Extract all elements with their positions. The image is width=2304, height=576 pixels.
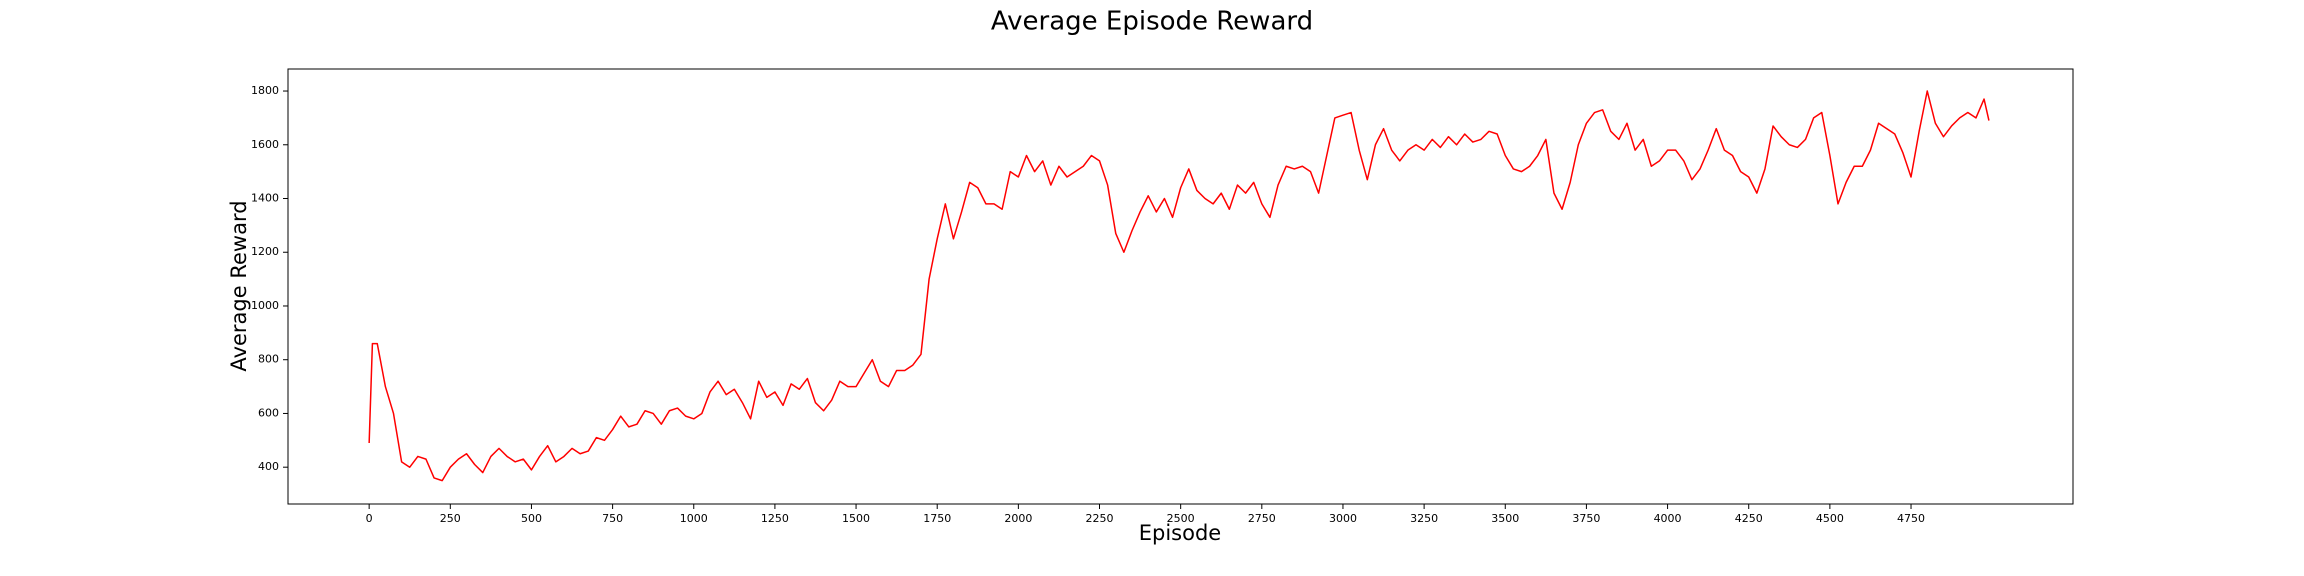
plot-frame xyxy=(287,68,2074,505)
x-tick-label: 0 xyxy=(366,512,373,525)
y-tick-label: 1600 xyxy=(251,138,279,151)
y-tick-label: 1800 xyxy=(251,84,279,97)
x-tick-label: 2000 xyxy=(1004,512,1032,525)
x-tick-label: 3250 xyxy=(1410,512,1438,525)
y-axis-label: Average Reward xyxy=(227,200,251,371)
x-tick-label: 250 xyxy=(440,512,461,525)
x-tick-label: 1500 xyxy=(842,512,870,525)
x-tick-label: 1750 xyxy=(923,512,951,525)
x-tick-label: 2750 xyxy=(1248,512,1276,525)
data-line xyxy=(368,90,1990,482)
x-axis-label: Episode xyxy=(1139,521,1221,545)
x-tick-label: 500 xyxy=(521,512,542,525)
y-tick-label: 800 xyxy=(258,353,279,366)
x-tick-label: 750 xyxy=(602,512,623,525)
y-tick-label: 1200 xyxy=(251,245,279,258)
y-tick-label: 600 xyxy=(258,406,279,419)
y-tick-label: 400 xyxy=(258,460,279,473)
chart-title: Average Episode Reward xyxy=(991,7,1313,37)
x-tick-label: 2250 xyxy=(1086,512,1114,525)
x-tick-label: 4500 xyxy=(1816,512,1844,525)
x-tick-label: 4750 xyxy=(1897,512,1925,525)
x-tick-label: 3000 xyxy=(1329,512,1357,525)
x-tick-label: 3500 xyxy=(1491,512,1519,525)
x-tick-label: 1000 xyxy=(680,512,708,525)
y-tick-label: 1400 xyxy=(251,192,279,205)
x-tick-label: 4250 xyxy=(1735,512,1763,525)
x-tick-label: 4000 xyxy=(1654,512,1682,525)
x-tick-label: 2500 xyxy=(1167,512,1195,525)
x-tick-label: 1250 xyxy=(761,512,789,525)
y-tick-label: 1000 xyxy=(251,299,279,312)
x-tick-label: 3750 xyxy=(1572,512,1600,525)
